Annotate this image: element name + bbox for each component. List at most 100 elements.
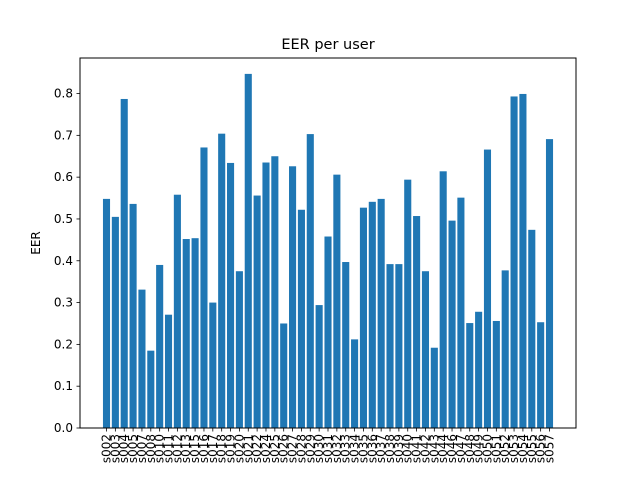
bar-s051 — [492, 320, 500, 428]
y-tick-label-0.5: 0.5 — [54, 212, 73, 226]
bar-s047 — [457, 197, 465, 428]
x-tick-label-s010: s010 — [153, 434, 167, 463]
bar-s040 — [404, 179, 412, 428]
x-axis: s002s003s004s005s007s008s010s011s012s013… — [100, 428, 557, 463]
x-tick-label-s019: s019 — [224, 434, 238, 463]
x-tick-label-s015: s015 — [188, 434, 202, 463]
y-tick-label-0.8: 0.8 — [54, 87, 73, 101]
x-tick-label-s034: s034 — [348, 434, 362, 463]
bar-s048 — [466, 323, 474, 428]
x-tick-label-s002: s002 — [100, 434, 114, 463]
x-tick-label-s033: s033 — [339, 434, 353, 463]
x-tick-label-s036: s036 — [365, 434, 379, 463]
x-tick-label-s037: s037 — [374, 434, 388, 463]
x-tick-label-s030: s030 — [312, 434, 326, 463]
x-tick-label-s057: s057 — [543, 434, 557, 463]
bar-s008 — [147, 350, 155, 428]
bar-s010 — [156, 264, 164, 428]
bar-s018 — [218, 133, 226, 429]
x-tick-label-s052: s052 — [498, 434, 512, 463]
y-axis-label: EER — [29, 231, 43, 255]
bar-s046 — [448, 220, 456, 428]
bar-s011 — [164, 314, 173, 428]
bar-s002 — [102, 198, 111, 428]
y-tick-label-0.0: 0.0 — [54, 421, 73, 435]
x-tick-label-s003: s003 — [108, 434, 122, 463]
x-tick-label-s031: s031 — [321, 434, 335, 463]
bar-s030 — [315, 305, 323, 428]
chart-title: EER per user — [281, 37, 374, 53]
bar-s021 — [244, 73, 252, 428]
x-tick-label-s028: s028 — [294, 434, 308, 463]
y-axis: 0.0 0.1 0.2 0.3 0.4 0.5 0.6 0.7 0.8 — [54, 87, 80, 435]
x-tick-label-s046: s046 — [445, 434, 459, 463]
x-tick-label-s056: s056 — [534, 434, 548, 463]
bar-s042 — [421, 271, 430, 428]
x-tick-label-s026: s026 — [277, 434, 291, 463]
x-tick-label-s035: s035 — [356, 434, 370, 463]
x-tick-label-s017: s017 — [206, 434, 220, 463]
bar-s054 — [519, 93, 527, 428]
x-tick-label-s022: s022 — [250, 434, 264, 463]
x-tick-label-s021: s021 — [241, 434, 255, 463]
x-tick-label-s051: s051 — [489, 434, 503, 463]
bar-s005 — [129, 203, 137, 428]
x-tick-label-s004: s004 — [117, 434, 131, 463]
x-tick-label-s032: s032 — [330, 434, 344, 463]
bar-s020 — [235, 271, 243, 428]
x-tick-label-s041: s041 — [410, 434, 424, 463]
x-tick-label-s013: s013 — [179, 434, 193, 463]
bar-s052 — [501, 270, 509, 428]
bar-s027 — [289, 166, 297, 428]
x-tick-label-s007: s007 — [135, 434, 149, 463]
bar-s053 — [510, 96, 518, 429]
x-tick-label-s020: s020 — [232, 434, 246, 463]
x-tick-label-s048: s048 — [463, 434, 477, 463]
y-tick-label-0.1: 0.1 — [54, 379, 73, 393]
bar-s057 — [545, 139, 554, 429]
x-tick-label-s040: s040 — [401, 434, 415, 463]
x-tick-label-s043: s043 — [427, 434, 441, 463]
bar-s026 — [280, 323, 288, 428]
bar-s055 — [528, 229, 536, 428]
bar-s029 — [306, 134, 314, 428]
x-tick-label-s005: s005 — [126, 434, 140, 463]
x-tick-label-s012: s012 — [170, 434, 184, 463]
x-tick-label-s042: s042 — [418, 434, 432, 463]
bar-s043 — [430, 347, 438, 428]
bar-s056 — [537, 322, 545, 428]
bar-s038 — [386, 264, 394, 428]
bar-s033 — [342, 262, 350, 428]
bar-s017 — [209, 302, 217, 428]
plot-frame — [79, 57, 577, 429]
y-tick-label-0.6: 0.6 — [54, 170, 73, 184]
bar-s015 — [191, 238, 199, 428]
x-tick-label-s029: s029 — [303, 434, 317, 463]
x-tick-label-s018: s018 — [215, 434, 229, 463]
bars-group — [102, 73, 554, 429]
bar-s041 — [413, 216, 421, 428]
bar-s022 — [253, 195, 261, 428]
bar-s037 — [377, 198, 385, 428]
bar-s013 — [182, 239, 190, 428]
x-tick-label-s039: s039 — [392, 434, 406, 463]
x-tick-label-s053: s053 — [507, 434, 521, 463]
bar-s032 — [333, 174, 341, 428]
bar-s007 — [138, 289, 146, 428]
bar-s035 — [359, 207, 367, 428]
x-tick-label-s038: s038 — [383, 434, 397, 463]
bar-s004 — [120, 98, 128, 428]
x-tick-label-s027: s027 — [286, 434, 300, 463]
x-tick-label-s049: s049 — [472, 434, 486, 463]
x-tick-label-s050: s050 — [480, 434, 494, 463]
x-tick-label-s055: s055 — [525, 434, 539, 463]
y-tick-label-0.7: 0.7 — [54, 128, 73, 142]
bar-s036 — [368, 201, 376, 428]
bar-s028 — [297, 209, 305, 428]
bar-s012 — [173, 194, 181, 428]
x-tick-label-s044: s044 — [436, 434, 450, 463]
bar-s034 — [351, 339, 359, 428]
bar-s025 — [271, 156, 279, 428]
y-tick-label-0.3: 0.3 — [54, 296, 73, 310]
